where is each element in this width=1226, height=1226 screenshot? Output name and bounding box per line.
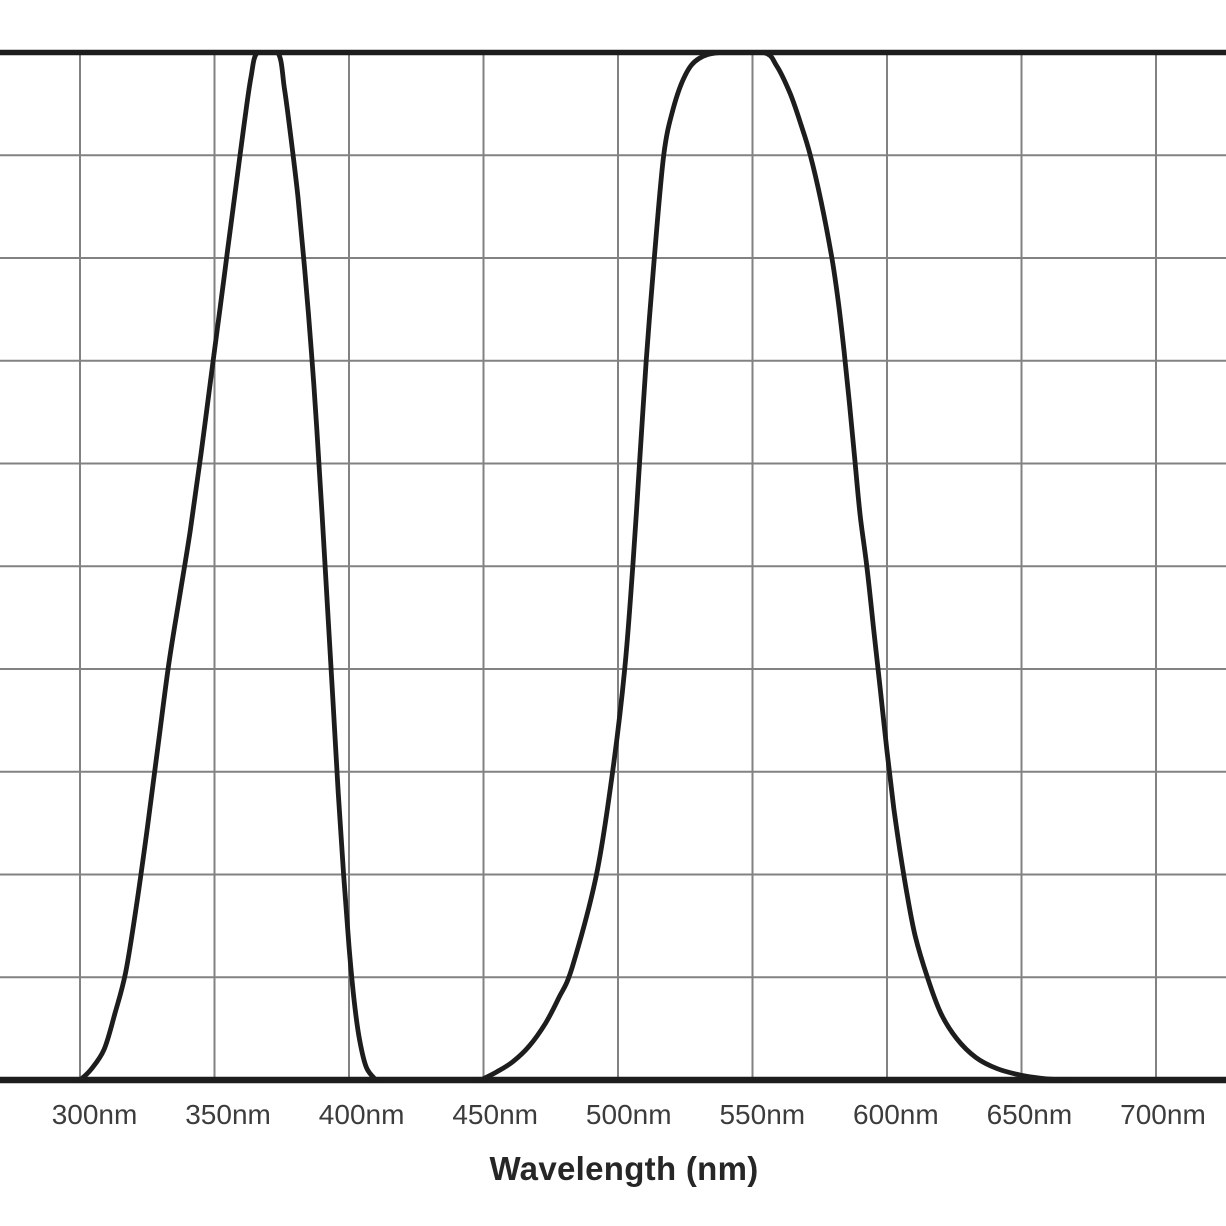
x-tick-label-450: 450nm	[452, 1099, 538, 1130]
x-tick-label-350: 350nm	[185, 1099, 271, 1130]
x-tick-label-500: 500nm	[585, 1099, 672, 1130]
spectrum-curve-short-wavelength-peak	[77, 50, 379, 1083]
spectrum-curve-long-wavelength-peak	[478, 50, 1065, 1083]
x-tick-label-700: 700nm	[1120, 1099, 1206, 1130]
x-tick-label-400: 400nm	[318, 1099, 405, 1130]
x-tick-label-600: 600nm	[853, 1099, 939, 1130]
x-tick-label-550: 550nm	[719, 1099, 806, 1130]
x-tick-label-300: 300nm	[51, 1099, 138, 1130]
x-tick-label-650: 650nm	[986, 1099, 1073, 1130]
x-axis-title: Wavelength (nm)	[489, 1150, 759, 1187]
